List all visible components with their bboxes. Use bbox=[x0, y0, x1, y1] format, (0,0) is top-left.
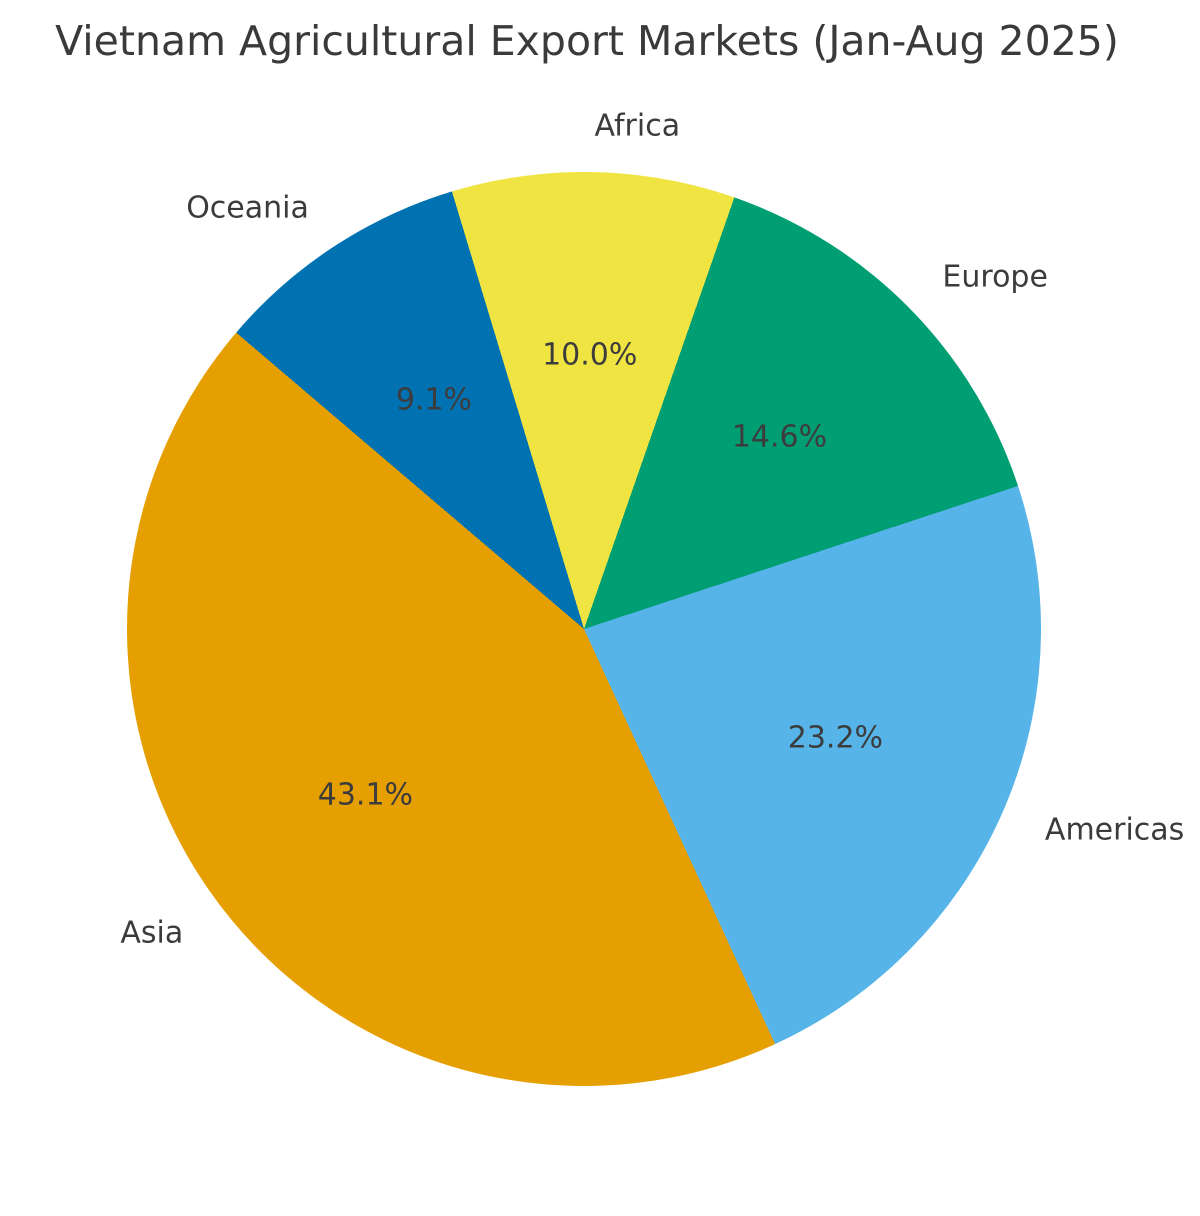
slice-pct-europe: 14.6% bbox=[731, 419, 828, 455]
chart-title: Vietnam Agricultural Export Markets (Jan… bbox=[55, 17, 1119, 65]
slice-label-europe: Europe bbox=[942, 259, 1048, 295]
slice-pct-oceania: 9.1% bbox=[395, 382, 473, 417]
slice-label-americas: Americas bbox=[1044, 812, 1185, 848]
slice-pct-asia: 43.1% bbox=[317, 777, 414, 813]
slice-label-asia: Asia bbox=[120, 915, 184, 950]
slice-pct-americas: 23.2% bbox=[787, 720, 884, 756]
slice-pct-africa: 10.0% bbox=[542, 337, 638, 373]
pie bbox=[127, 172, 1041, 1086]
slice-label-africa: Africa bbox=[594, 108, 681, 144]
slice-label-oceania: Oceania bbox=[186, 190, 309, 226]
